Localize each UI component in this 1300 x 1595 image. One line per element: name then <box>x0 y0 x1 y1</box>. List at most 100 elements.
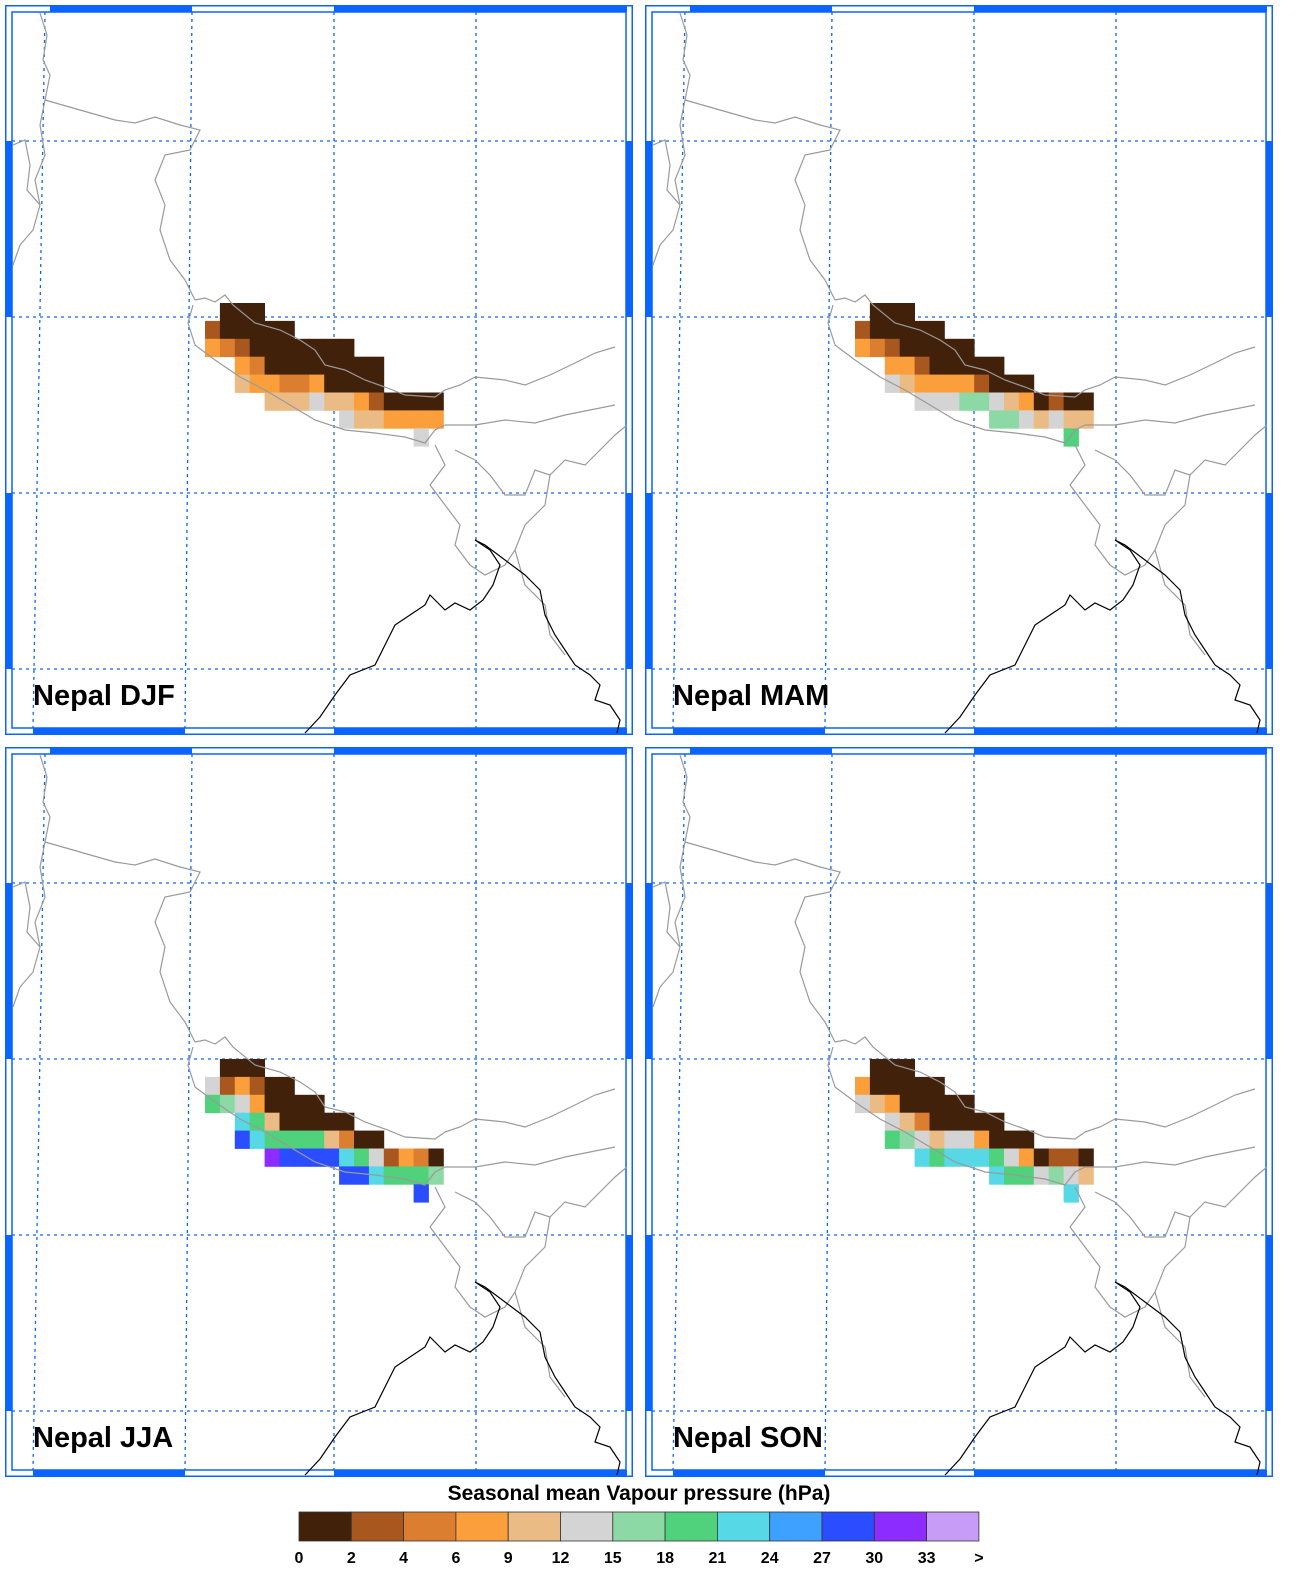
grid-cell <box>929 1094 945 1114</box>
grid-cell <box>914 320 930 340</box>
grid-cell <box>1004 374 1020 393</box>
grid-cell <box>279 1112 295 1131</box>
colorbar-box <box>350 1511 404 1542</box>
grid-cell <box>855 1094 871 1114</box>
grid-cell <box>309 1112 325 1131</box>
grid-cell <box>354 1130 370 1149</box>
grid-cell <box>219 303 236 322</box>
grid-cell <box>1033 1166 1050 1185</box>
grid-cell <box>249 1094 265 1114</box>
coastline <box>304 539 621 734</box>
grid-cell <box>324 374 340 393</box>
grid-cell <box>309 1094 325 1114</box>
frame-tick-bar <box>1266 883 1273 1059</box>
grid-cell <box>398 1166 414 1185</box>
grid-cell <box>929 392 945 411</box>
frame-tick-bar <box>690 5 832 12</box>
country-border <box>652 754 691 1008</box>
colorbar-box <box>717 1511 771 1542</box>
grid-cell <box>899 356 915 375</box>
country-border <box>652 12 691 266</box>
grid-cell <box>989 356 1005 375</box>
grid-cell <box>339 1112 355 1131</box>
grid-cell <box>279 320 295 340</box>
grid-cell <box>324 356 340 375</box>
colorbar-box <box>664 1511 718 1542</box>
longitude-gridline <box>672 753 686 1471</box>
grid-cell <box>884 1094 901 1114</box>
country-border <box>44 841 201 1043</box>
grid-cell <box>914 1148 930 1167</box>
grid-cell <box>929 1076 945 1096</box>
grid-cell <box>264 1112 280 1131</box>
grid-cell <box>219 338 236 358</box>
grid-cell <box>264 356 280 375</box>
outer-frame <box>645 5 1273 735</box>
grid-cell <box>959 1130 975 1149</box>
grid-cell <box>264 338 280 358</box>
grid-cell <box>914 1112 930 1131</box>
grid-cell <box>869 320 886 340</box>
grid-cell <box>884 320 901 340</box>
grid-cell <box>914 356 930 375</box>
grid-cell <box>1018 1130 1035 1149</box>
longitude-gridline <box>824 11 833 729</box>
inner-frame <box>11 11 627 729</box>
country-border <box>12 754 51 1008</box>
grid-cell <box>855 338 871 358</box>
frame-tick-bar <box>334 728 627 735</box>
frame-tick-bar <box>5 883 12 1059</box>
data-cells <box>205 303 444 447</box>
grid-cell <box>1078 1166 1094 1185</box>
grid-cell <box>309 374 325 393</box>
grid-cell <box>929 374 945 393</box>
longitude-gridline <box>672 11 686 729</box>
grid-cell <box>929 1112 945 1131</box>
grid-cell <box>944 356 960 375</box>
grid-cell <box>1033 392 1050 411</box>
grid-cell <box>899 374 915 393</box>
country-border <box>445 1146 616 1168</box>
colorbar-box <box>455 1511 509 1542</box>
country-border <box>827 1046 1086 1186</box>
grid-cell <box>974 1148 990 1167</box>
grid-cell <box>989 1112 1005 1131</box>
country-border <box>1189 424 1268 476</box>
country-border <box>684 841 841 1043</box>
grid-cell <box>1048 410 1064 429</box>
frame-tick-bar <box>645 141 652 317</box>
grid-cell <box>354 356 370 375</box>
colorbar-box <box>873 1511 927 1542</box>
grid-cell <box>398 1148 414 1167</box>
frame-tick-bar <box>673 1470 825 1477</box>
data-cells <box>855 1059 1094 1203</box>
grid-cell <box>1004 1148 1020 1167</box>
frame-tick-bar <box>626 141 633 317</box>
country-border <box>194 294 446 398</box>
colorbar-tick-label: 33 <box>918 1550 936 1567</box>
grid-cell <box>279 1148 295 1167</box>
frame-tick-bar <box>645 883 652 1059</box>
frame-tick-bar <box>5 141 12 317</box>
grid-cell <box>428 1148 444 1167</box>
country-border <box>1189 1166 1268 1218</box>
grid-cell <box>428 410 444 429</box>
grid-cell <box>1018 392 1035 411</box>
grid-cell <box>324 1112 340 1131</box>
grid-cell <box>264 1076 280 1096</box>
colorbar: 0 2 4 6 9 12 15 18 21 24 27 30 33 > <box>295 1511 984 1567</box>
grid-cell <box>855 1076 871 1096</box>
grid-cell <box>398 410 414 429</box>
grid-cell <box>1033 410 1050 429</box>
country-border <box>1085 1146 1256 1168</box>
country-border <box>514 549 566 656</box>
colorbar-box <box>560 1511 614 1542</box>
country-border <box>684 99 841 301</box>
data-cells <box>855 303 1094 447</box>
country-border <box>1154 1291 1206 1398</box>
grid-cell <box>249 338 265 358</box>
outer-frame <box>5 747 633 1477</box>
grid-cell <box>354 392 370 411</box>
grid-cell <box>339 1130 355 1149</box>
grid-cell <box>354 374 370 393</box>
